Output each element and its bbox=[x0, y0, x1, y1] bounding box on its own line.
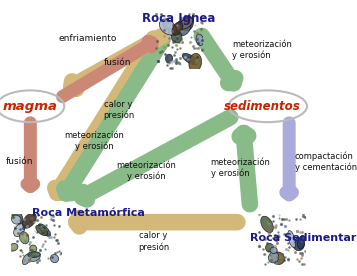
Text: sedimentos: sedimentos bbox=[224, 100, 301, 113]
Text: compactación
y cementación: compactación y cementación bbox=[295, 151, 357, 172]
Text: magma: magma bbox=[3, 100, 58, 113]
Text: fusión: fusión bbox=[6, 157, 34, 166]
Text: meteorización
y erosión: meteorización y erosión bbox=[116, 161, 176, 181]
Text: Roca Ignea: Roca Ignea bbox=[142, 12, 215, 25]
Text: calor y
presión: calor y presión bbox=[138, 232, 169, 251]
Text: Roca Metamórfica: Roca Metamórfica bbox=[32, 208, 145, 218]
Text: Roca Sedimentaria: Roca Sedimentaria bbox=[250, 233, 357, 243]
Text: meteorización
y erosión: meteorización y erosión bbox=[65, 131, 125, 151]
Text: meteorización
y erosión: meteorización y erosión bbox=[232, 40, 292, 60]
Text: calor y
presión: calor y presión bbox=[104, 100, 135, 120]
Text: meteorización
y erosión: meteorización y erosión bbox=[211, 158, 271, 178]
Text: enfriamiento: enfriamiento bbox=[58, 34, 117, 43]
Text: fusión: fusión bbox=[104, 58, 132, 67]
